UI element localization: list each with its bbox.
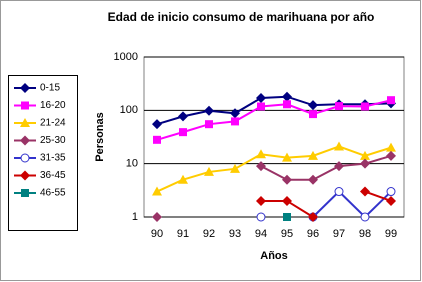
y-tick-label: 100 [120,104,138,116]
marker [282,195,292,206]
legend-label: 36-45 [40,170,66,181]
legend-label: 46-55 [40,188,66,199]
x-tick-label: 93 [229,228,241,240]
marker [152,212,162,222]
marker [257,102,265,111]
x-tick-label: 98 [359,228,371,240]
x-tick-label: 91 [177,228,189,240]
legend-label: 25-30 [40,135,66,146]
marker [179,128,187,137]
marker [231,117,239,126]
marker [283,213,291,221]
marker [205,120,213,129]
x-tick-label: 99 [385,228,397,240]
marker [334,141,344,151]
y-tick-label: 10 [126,158,138,170]
marker [21,101,29,110]
legend-label: 31-35 [40,153,66,164]
marker [230,163,240,173]
marker [256,149,266,159]
marker [256,161,266,172]
marker [282,174,292,185]
marker [308,174,318,185]
marker [309,110,317,119]
marker [20,118,30,127]
y-axis-title: Personas [94,112,106,162]
marker [308,100,318,111]
marker [153,135,161,144]
marker [282,152,292,162]
legend [8,75,78,231]
series-line [156,95,392,126]
series-line [156,99,392,141]
marker [20,135,30,146]
marker [20,170,30,181]
y-tick-label: 1 [132,211,138,223]
marker [386,195,396,206]
series-line [260,154,392,181]
marker [386,187,396,197]
x-tick-label: 94 [255,228,267,240]
marker [334,161,344,172]
marker [386,142,396,152]
marker [21,189,29,197]
marker [256,195,266,206]
marker [230,108,240,119]
marker [20,83,30,93]
series-line [312,190,392,219]
marker [360,150,370,160]
marker [282,91,292,102]
chart-title: Edad de inicio consumo de marihuana por … [108,10,375,24]
marker [256,93,266,104]
y-tick-label: 1000 [114,51,138,63]
legend-label: 0-15 [40,83,60,94]
marker [178,111,188,122]
marker [334,187,344,197]
marker [204,166,214,176]
marker [360,158,370,169]
x-tick-label: 95 [281,228,293,240]
x-tick-label: 92 [203,228,215,240]
marker [283,100,291,109]
marker [386,150,396,161]
series-line [156,145,392,193]
marker [20,153,30,163]
marker [204,105,214,116]
legend-label: 21-24 [40,118,66,129]
x-axis-title: Años [260,250,288,262]
marker [360,212,370,222]
marker [152,186,162,196]
x-tick-label: 96 [307,228,319,240]
marker [335,102,343,111]
marker [387,96,395,105]
marker [256,212,266,222]
x-tick-label: 90 [151,228,163,240]
legend-label: 16-20 [40,100,66,111]
marker [308,150,318,160]
marker [361,102,369,111]
marker [360,186,370,197]
x-tick-label: 97 [333,228,345,240]
marker [152,119,162,130]
marker [178,174,188,184]
marker [308,212,318,222]
